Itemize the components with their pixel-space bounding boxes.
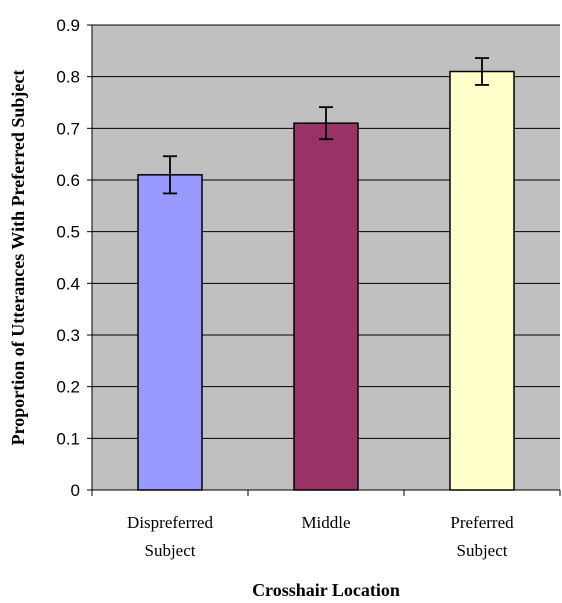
y-tick-label: 0.9 (56, 16, 80, 35)
bars (137, 70, 515, 491)
x-category-label: Preferred (450, 513, 514, 532)
y-tick-label: 0.4 (56, 274, 80, 293)
x-category-labels: Dispreferred Subject Middle Preferred Subjec… (127, 513, 514, 560)
x-category-label: Middle (301, 513, 350, 532)
bar (137, 174, 203, 491)
y-tick-label: 0.1 (56, 429, 80, 448)
y-tick-label: 0.3 (56, 326, 80, 345)
bar (293, 122, 359, 491)
y-tick-label: 0.2 (56, 378, 80, 397)
x-category-label: Subject (457, 541, 508, 560)
error-bars (163, 57, 489, 195)
y-tick-label: 0.5 (56, 223, 80, 242)
y-tick-label: 0 (71, 481, 80, 500)
axes (87, 24, 561, 496)
bar (449, 70, 515, 491)
x-category-label: Subject (145, 541, 196, 560)
y-tick-label: 0.6 (56, 171, 80, 190)
y-axis-title: Proportion of Utterances With Preferred … (8, 70, 28, 446)
x-category-label: Dispreferred (127, 513, 213, 532)
y-tick-label: 0.7 (56, 119, 80, 138)
x-axis-title: Crosshair Location (252, 580, 400, 600)
y-tick-labels: 0 0.1 0.2 0.3 0.4 0.5 0.6 0.7 0.8 0.9 (56, 16, 80, 500)
y-tick-label: 0.8 (56, 68, 80, 87)
